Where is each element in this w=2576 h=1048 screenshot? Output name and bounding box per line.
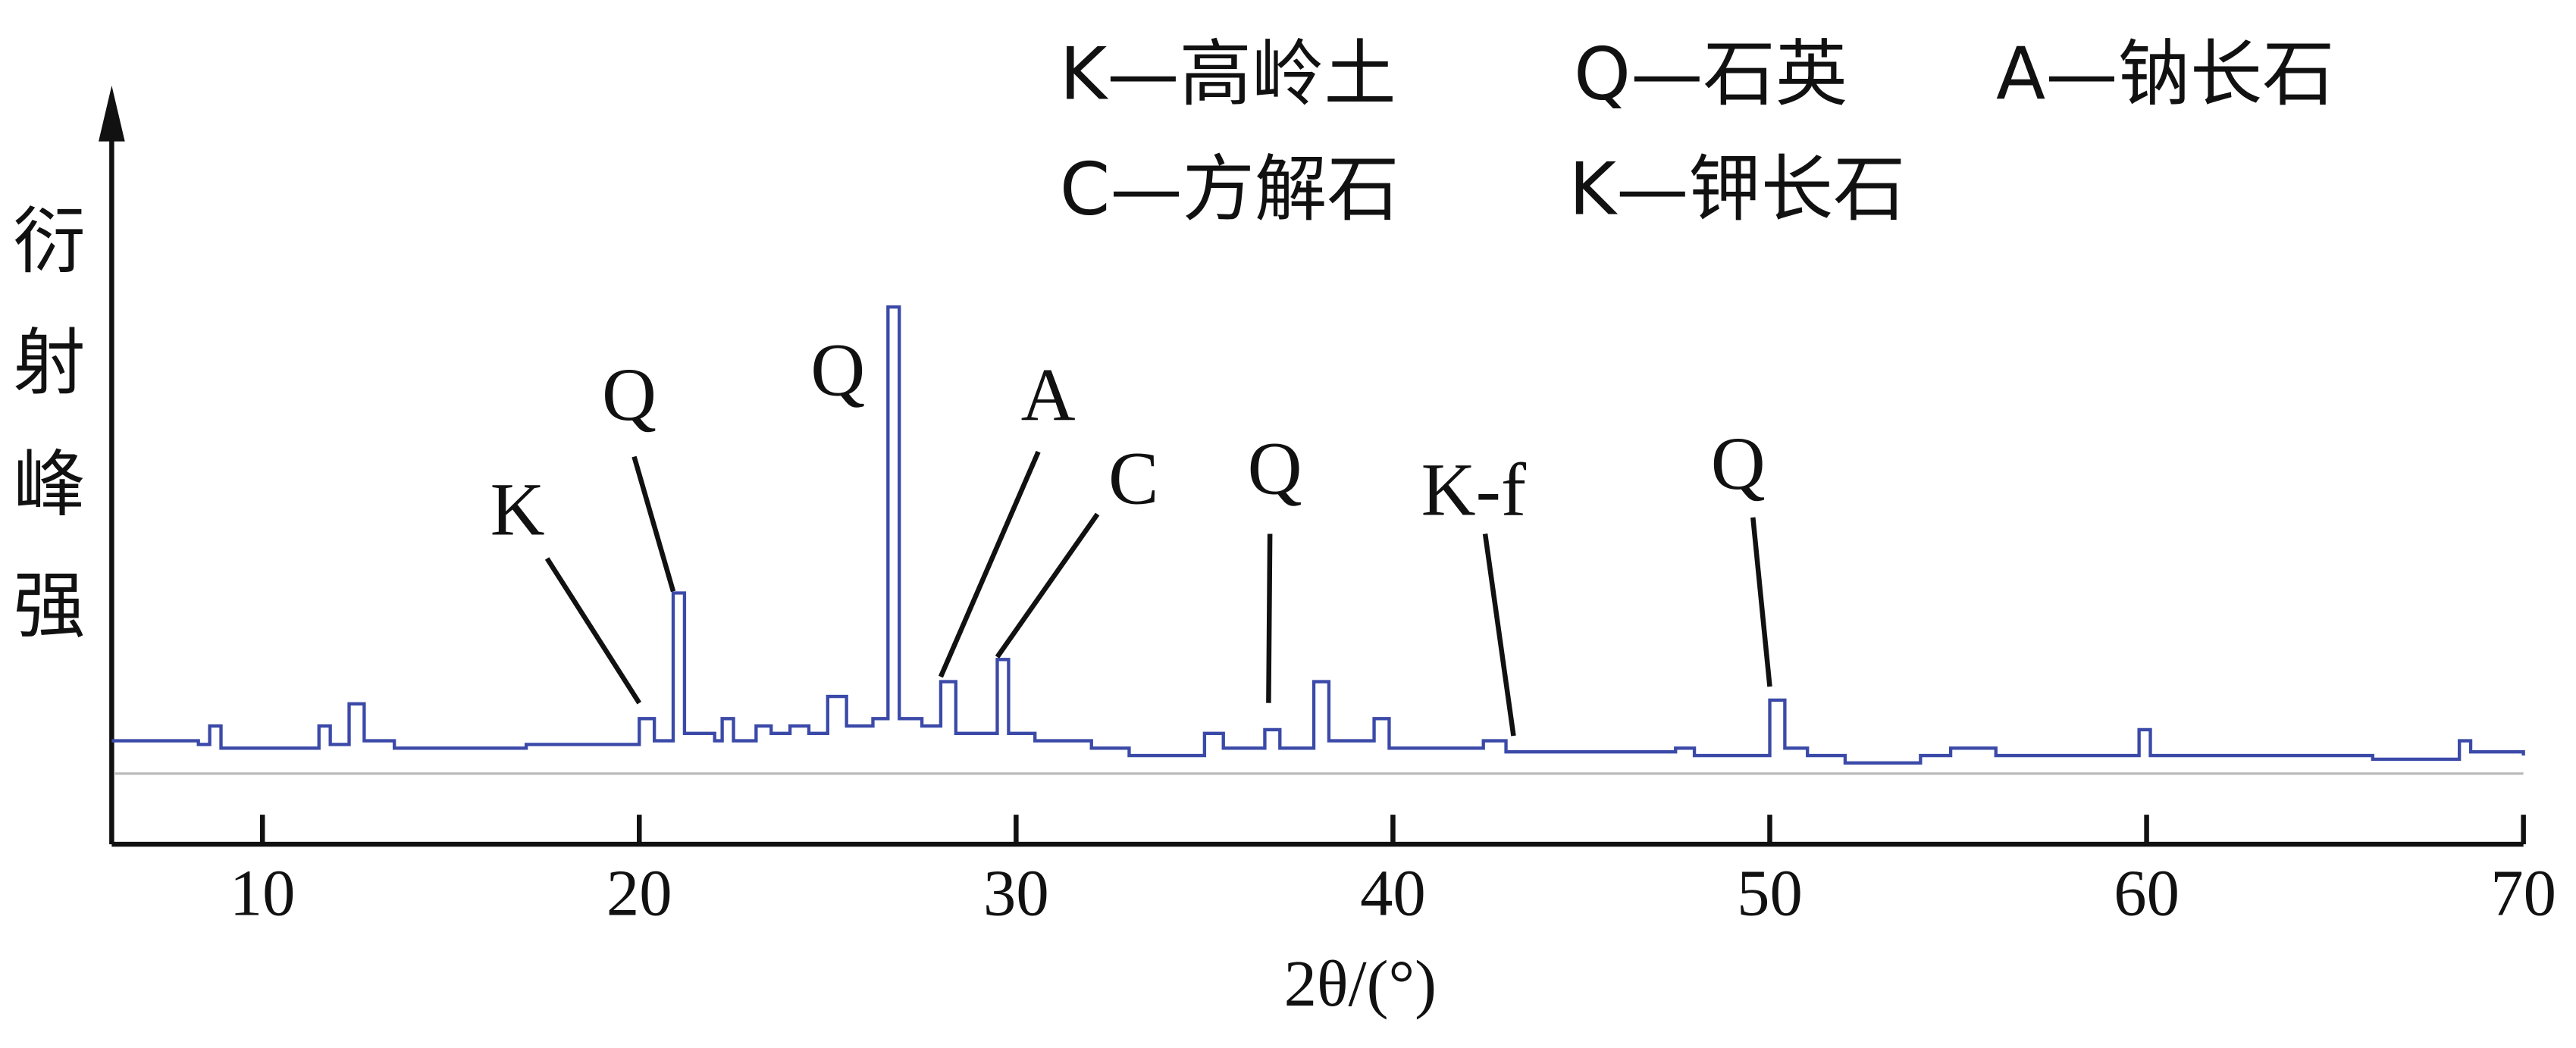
x-tick-label: 10 (230, 857, 296, 930)
peak-label: C (1108, 436, 1158, 521)
leader-line (1482, 533, 1516, 737)
y-axis-arrow (99, 85, 125, 142)
leader-line (1266, 533, 1273, 703)
peak-label: Q (602, 352, 657, 436)
x-tick-label: 20 (606, 857, 672, 930)
legend-text: C—方解石 (1060, 147, 1399, 231)
leader-line (544, 557, 642, 705)
peak-label: Q (1248, 427, 1302, 511)
peak-label: Q (810, 328, 865, 412)
leader-line (938, 450, 1041, 678)
leader-line (1750, 517, 1772, 687)
legend-text: Q—石英 (1574, 33, 1847, 117)
x-tick-label: 50 (1737, 857, 1803, 930)
legend-text: A—钠长石 (1996, 33, 2335, 117)
leader-line (631, 455, 676, 593)
y-axis-label: 衍射峰强 (13, 200, 85, 649)
peak-label: A (1021, 352, 1076, 436)
peak-label: K (490, 468, 545, 552)
x-tick-label: 30 (983, 857, 1049, 930)
x-tick-label: 60 (2114, 857, 2180, 930)
x-axis-label: 2θ/(°) (1284, 947, 1437, 1020)
legend-text: K—高岭土 (1060, 33, 1396, 117)
x-tick-label: 70 (2490, 857, 2556, 930)
x-tick-label: 40 (1360, 857, 1426, 930)
leader-line (995, 512, 1100, 659)
xrd-line (111, 305, 2525, 765)
peak-label: K-f (1421, 448, 1527, 532)
legend-text: K—钾长石 (1569, 147, 1906, 231)
peak-label: Q (1711, 421, 1766, 505)
